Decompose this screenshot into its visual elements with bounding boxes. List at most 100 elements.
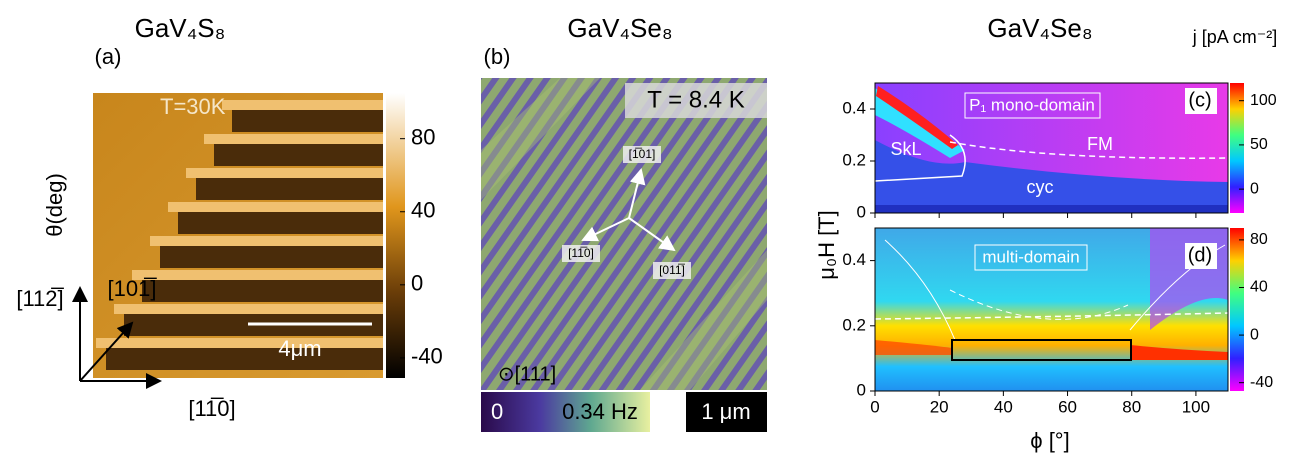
direction-arrow (628, 217, 676, 252)
stripe-dark (106, 348, 383, 370)
temperature-label: T = 8.4 K (647, 86, 745, 113)
stripe-light (150, 236, 383, 246)
label-box (623, 146, 661, 163)
annotation: cyc (1027, 177, 1054, 197)
heatmap-region (876, 86, 958, 149)
direction-label: [1̅01] (629, 147, 656, 161)
colorbar (1230, 228, 1244, 391)
annotation: multi-domain (982, 247, 1079, 266)
subplot-label: (c) (1188, 89, 1211, 111)
panel-label: (a) (95, 44, 122, 69)
phase-boundary (874, 134, 966, 182)
direction-arrow (628, 168, 646, 219)
y-tick-label: 0.4 (842, 250, 866, 269)
y-tick-label: 0.4 (842, 98, 866, 117)
scale-bar (686, 392, 767, 432)
heatmap-region (875, 140, 1228, 213)
label-box (974, 244, 1088, 271)
colorbar-label: 0 (491, 399, 503, 424)
scale-bar-label: 1 μm (701, 399, 750, 424)
label-box (562, 245, 600, 262)
stripe-dark (160, 246, 383, 268)
direction-label: [11̅0] (568, 246, 594, 260)
stripe-dark (232, 110, 383, 132)
afm-image (93, 93, 383, 378)
stripe-light (186, 168, 383, 178)
colorbar-tick-label: -40 (411, 344, 443, 369)
direction-arrow (581, 217, 630, 242)
colorbar-tick-label: 80 (411, 124, 435, 149)
colorbar (386, 93, 405, 378)
plot-frame (874, 227, 1229, 392)
x-tick-label: 0 (870, 397, 879, 416)
stripe-light (114, 304, 383, 314)
stripe-dark (178, 212, 383, 234)
heatmap-region (1130, 345, 1228, 360)
stripe-dark (142, 280, 383, 302)
colorbar-tick-label: 0 (1250, 326, 1259, 343)
direction-label: [11̅0] (188, 396, 235, 421)
colorbar-tick-label: 80 (1250, 231, 1268, 248)
x-tick-label: 20 (930, 397, 949, 416)
annotation: P₁ mono-domain (969, 95, 1095, 114)
mfm-image (481, 78, 767, 390)
colorbar-tick-label: -40 (1250, 374, 1273, 391)
stripe-light (132, 270, 383, 280)
panel-title: GaV₄Se₈ (987, 13, 1092, 43)
colorbar (1230, 83, 1244, 213)
stripe-light (96, 338, 383, 348)
stripe-light (168, 202, 383, 212)
y-tick-label: 0.2 (842, 150, 866, 169)
subplot-label: (d) (1188, 244, 1212, 266)
x-tick-label: 80 (1122, 397, 1141, 416)
colorbar (481, 392, 650, 432)
y-tick-label: 0.2 (842, 315, 866, 334)
annotation: SkL (890, 139, 921, 159)
y-tick-label: 0 (857, 380, 866, 399)
label-box (653, 262, 691, 279)
label-box (964, 92, 1101, 119)
annotation: FM (1087, 134, 1113, 154)
y-tick-label: 0 (857, 202, 866, 221)
heatmap-region (875, 340, 952, 355)
panel-title: GaV₄Se₈ (567, 13, 672, 43)
heatmap-d (874, 228, 1229, 391)
label-box (1185, 88, 1217, 114)
phase-boundary (949, 289, 1129, 320)
y-axis-label: θ(deg) (42, 173, 67, 237)
temperature-label: T=30K (160, 94, 226, 119)
stripe-dark (214, 144, 383, 166)
direction-label: ⊙[111] (498, 363, 556, 385)
direction-label: [011̅] (659, 263, 685, 277)
highlight-box (951, 339, 1132, 361)
phase-boundary (949, 141, 1229, 159)
label-box (1185, 243, 1217, 269)
colorbar-tick-label: 0 (411, 271, 423, 296)
label-box (625, 83, 767, 118)
stripe-light (222, 100, 383, 110)
panel-title: GaV₄S₈ (135, 13, 226, 43)
direction-label: [112̅] (16, 286, 64, 311)
colorbar-title: j [pA cm⁻²] (1192, 27, 1278, 47)
colorbar-tick-label: 100 (1250, 92, 1277, 109)
x-tick-label: 40 (994, 397, 1013, 416)
colorbar-tick-label: 40 (1250, 279, 1268, 296)
y-axis-label: μ₀H [T] (814, 210, 839, 279)
plot-frame (874, 82, 1229, 214)
stripe-dark (196, 178, 383, 200)
x-tick-label: 60 (1058, 397, 1077, 416)
direction-arrow (79, 321, 134, 382)
x-tick-label: 100 (1182, 397, 1210, 416)
phase-boundary (874, 312, 1229, 320)
colorbar-label: 0.34 Hz (562, 399, 638, 424)
scale-bar-label: 4μm (278, 336, 321, 361)
direction-label: [101̅] (108, 276, 158, 301)
colorbar-tick-label: 0 (1250, 180, 1259, 197)
heatmap-region (875, 205, 1228, 213)
colorbar-tick-label: 40 (411, 198, 435, 223)
heatmap-c (874, 83, 1229, 213)
panel-label: (b) (484, 44, 511, 69)
x-axis-label: ϕ [°] (1030, 428, 1069, 453)
colorbar-tick-label: 50 (1250, 136, 1268, 153)
